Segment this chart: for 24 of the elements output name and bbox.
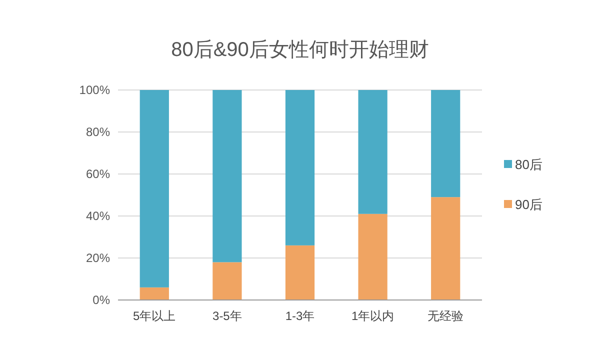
x-tick-label: 3-5年 — [212, 309, 242, 323]
bar — [431, 197, 460, 300]
y-tick-label: 60% — [86, 167, 110, 181]
bar — [212, 262, 242, 300]
legend-label: 90后 — [515, 197, 542, 212]
bar — [358, 90, 388, 214]
y-tick-label: 0% — [92, 293, 110, 307]
y-tick-label: 80% — [86, 125, 110, 139]
x-tick-label: 1-3年 — [285, 309, 315, 323]
bar — [285, 90, 315, 246]
bar — [212, 90, 242, 262]
x-tick-label: 5年以上 — [133, 309, 176, 323]
bar — [431, 90, 460, 198]
x-tick-label: 1年以内 — [351, 309, 394, 323]
bar — [358, 214, 388, 300]
x-tick-label: 无经验 — [428, 309, 464, 323]
y-tick-label: 20% — [86, 251, 110, 265]
bar — [285, 245, 315, 300]
chart-title: 80后&90后女性何时开始理财 — [171, 39, 429, 61]
bar — [140, 287, 169, 300]
bar — [140, 90, 169, 288]
y-tick-label: 100% — [79, 83, 110, 97]
y-tick-label: 40% — [86, 209, 110, 223]
legend-label: 80后 — [515, 157, 542, 172]
